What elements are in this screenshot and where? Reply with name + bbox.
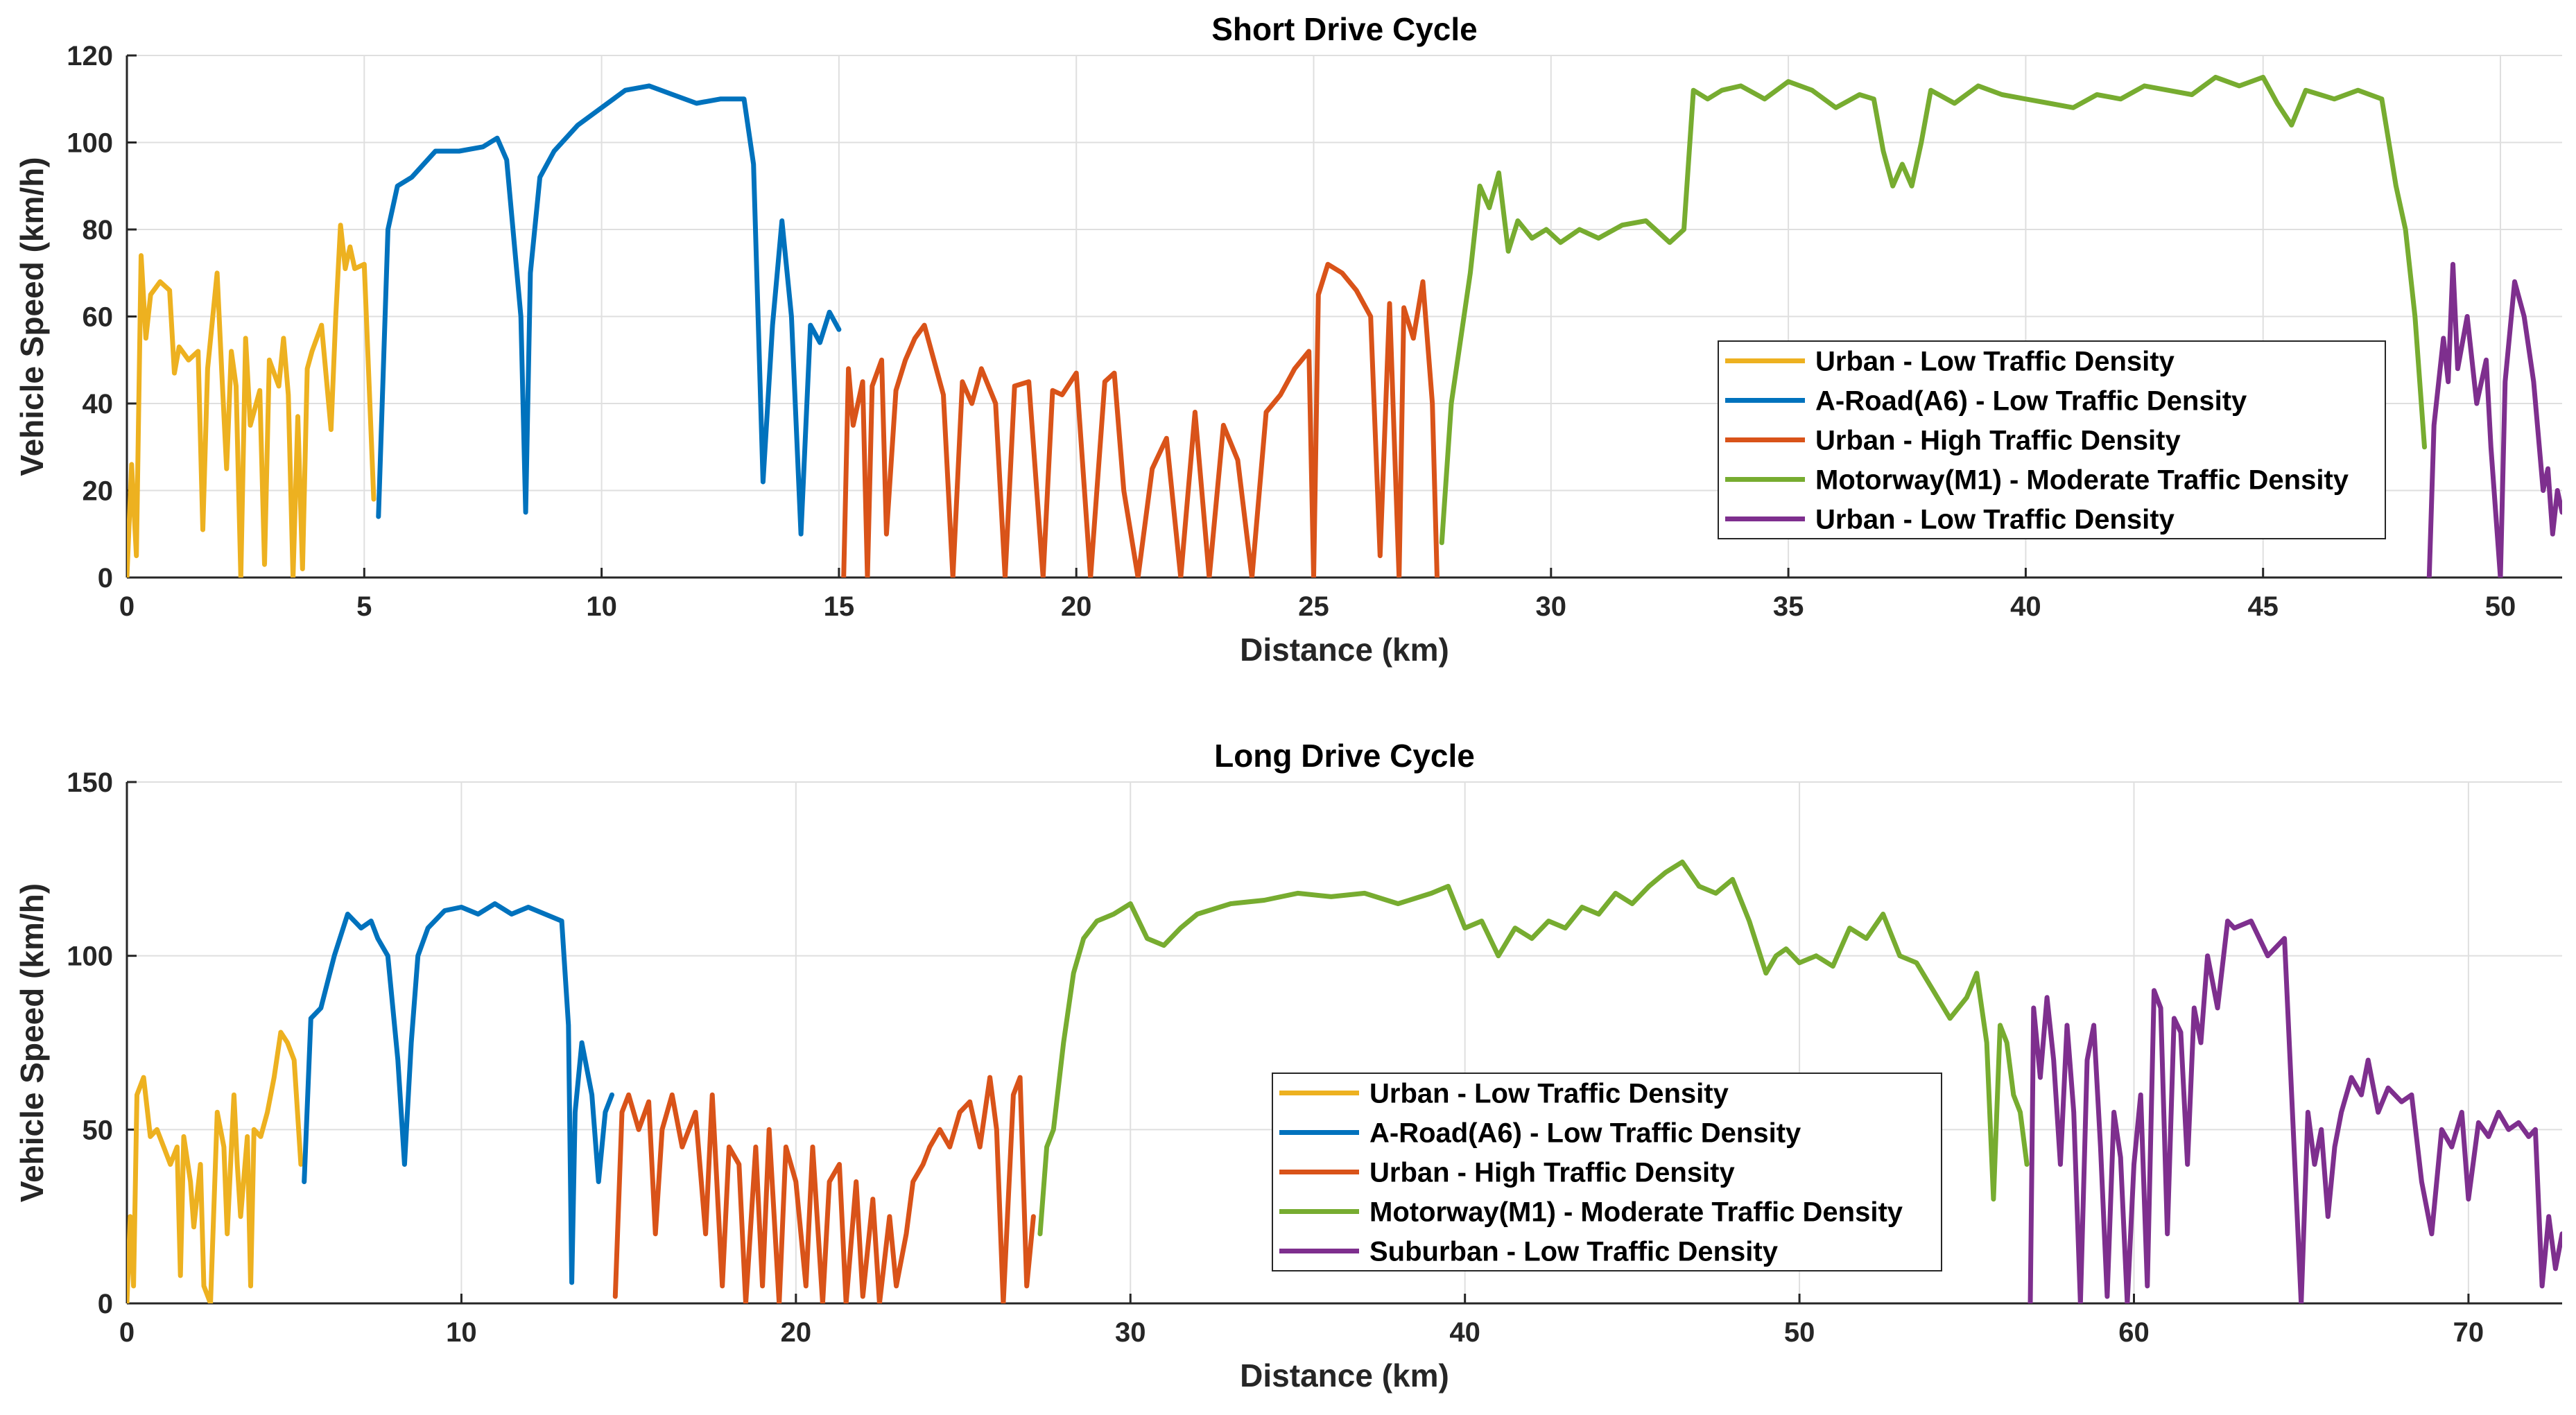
- legend: Urban - Low Traffic Density A-Road(A6) - …: [1718, 340, 2386, 539]
- x-tick-label: 10: [446, 1317, 477, 1348]
- x-tick-label: 45: [2247, 591, 2279, 622]
- legend: Urban - Low Traffic Density A-Road(A6) - …: [1272, 1073, 1942, 1271]
- chart-title: Short Drive Cycle: [1211, 11, 1477, 47]
- legend-entry: Urban - Low Traffic Density: [1815, 505, 2175, 535]
- legend-entry: Motorway(M1) - Moderate Traffic Density: [1815, 465, 2349, 496]
- x-tick-label: 0: [119, 1317, 135, 1348]
- y-tick-label: 60: [83, 302, 114, 333]
- series-line-3: [841, 261, 1440, 578]
- chart-title: Long Drive Cycle: [1214, 738, 1475, 774]
- legend-entry: Suburban - Low Traffic Density: [1369, 1237, 1779, 1267]
- chart-short-drive-cycle: 0 5 10 15 20 25 30 35 40 45 50 0 20 40 60 80 100 120 Short…: [14, 11, 2562, 668]
- x-tick-label: 70: [2453, 1317, 2484, 1348]
- x-tick-label: 35: [1773, 591, 1804, 622]
- y-axis-label: Vehicle Speed (km/h): [14, 883, 50, 1202]
- series-line-2: [376, 83, 842, 537]
- legend-entry: Motorway(M1) - Moderate Traffic Density: [1369, 1197, 1903, 1228]
- y-tick-label: 100: [67, 128, 113, 159]
- x-tick-label: 20: [781, 1317, 812, 1348]
- x-tick-label: 5: [356, 591, 372, 622]
- x-tick-label: 10: [586, 591, 617, 622]
- y-tick-label: 40: [83, 389, 114, 419]
- y-tick-label: 80: [83, 215, 114, 245]
- x-axis-label: Distance (km): [1240, 1357, 1449, 1394]
- legend-entry: Urban - Low Traffic Density: [1369, 1079, 1729, 1109]
- series-line-2: [302, 901, 614, 1285]
- x-tick-label: 30: [1536, 591, 1567, 622]
- legend-entry: Urban - High Traffic Density: [1815, 426, 2181, 456]
- legend-entry: A-Road(A6) - Low Traffic Density: [1815, 386, 2247, 417]
- x-tick-label: 50: [2485, 591, 2516, 622]
- series-line-4: [1037, 859, 2030, 1237]
- x-tick-label: 20: [1061, 591, 1092, 622]
- legend-entry: Urban - Low Traffic Density: [1815, 347, 2175, 377]
- series-line-4: [1439, 74, 2427, 546]
- legend-entry: A-Road(A6) - Low Traffic Density: [1369, 1118, 1801, 1149]
- x-tick-label: 40: [1449, 1317, 1480, 1348]
- y-tick-label: 100: [67, 941, 113, 972]
- y-axis-label: Vehicle Speed (km/h): [14, 157, 50, 476]
- x-tick-label: 25: [1298, 591, 1329, 622]
- y-tick-label: 50: [83, 1115, 114, 1145]
- y-tick-label: 0: [98, 1289, 113, 1319]
- x-tick-label: 40: [2010, 591, 2041, 622]
- series-line-5: [2028, 919, 2562, 1303]
- series-line-1: [127, 223, 377, 578]
- legend-box: [1718, 340, 2386, 539]
- x-tick-label: 30: [1115, 1317, 1146, 1348]
- x-tick-label: 15: [824, 591, 855, 622]
- x-tick-label: 60: [2118, 1317, 2150, 1348]
- chart-long-drive-cycle: 0 10 20 30 40 50 60 70 0 50 100 150 Long Drive Cycle…: [14, 738, 2562, 1394]
- y-tick-label: 150: [67, 767, 113, 798]
- y-tick-label: 120: [67, 41, 113, 71]
- series-line-3: [612, 1075, 1036, 1303]
- series-line-1: [127, 1030, 304, 1303]
- y-tick-label: 0: [98, 563, 113, 593]
- x-axis-label: Distance (km): [1240, 632, 1449, 668]
- y-tick-label: 20: [83, 476, 114, 507]
- x-tick-label: 50: [1784, 1317, 1815, 1348]
- x-tick-label: 0: [119, 591, 135, 622]
- series-line-5: [2426, 261, 2562, 578]
- legend-box: [1272, 1073, 1942, 1271]
- legend-entry: Urban - High Traffic Density: [1369, 1158, 1735, 1188]
